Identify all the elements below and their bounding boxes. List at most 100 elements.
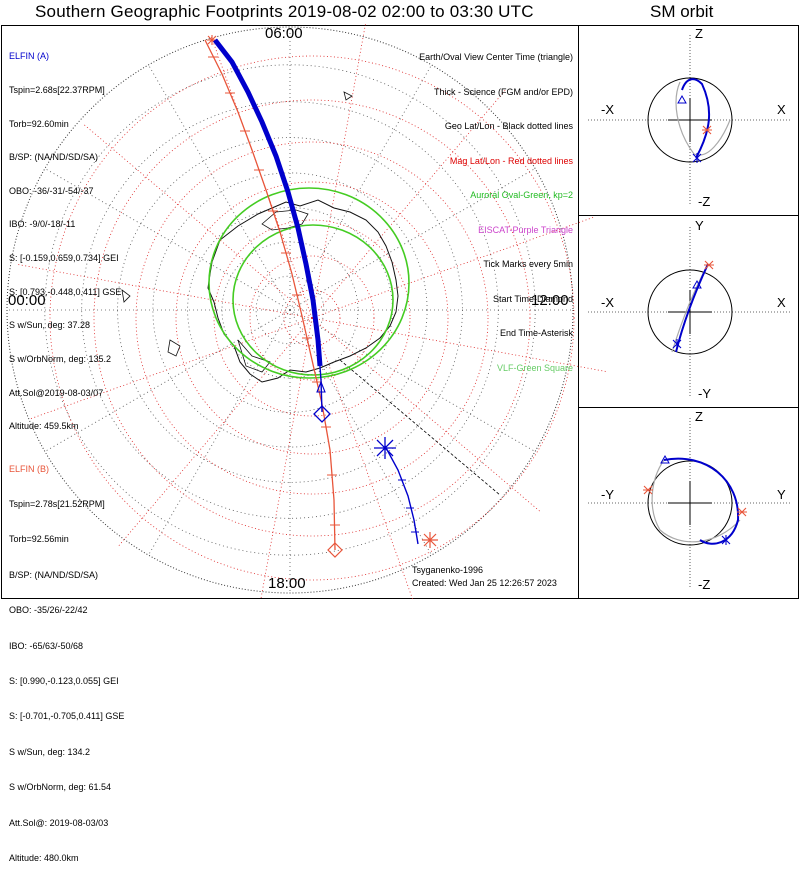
elfin-a-line: IBO: -9/0/-18/-11	[9, 219, 76, 230]
sm2-bottom-label: -Y	[698, 386, 711, 401]
elfin-a-line: B/SP: (NA/ND/SD/SA)	[9, 152, 99, 163]
time-label-right: 12:00	[531, 292, 569, 309]
elfin-b-line: OBO: -35/26/-22/42	[9, 605, 88, 616]
auroral-oval-inner	[232, 224, 394, 376]
elfin-a-line: S: [0.793,-0.448,0.411] GSE	[9, 286, 122, 297]
elfin-a-info: ELFIN (A) Tspin=2.68s[22.37RPM] Torb=92.…	[9, 29, 121, 455]
mag-grid	[16, 22, 608, 600]
sm2-right-label: X	[777, 295, 786, 310]
antarctica-outline	[207, 199, 399, 383]
auroral-oval	[208, 187, 410, 379]
sm-end-asterisk	[737, 507, 747, 517]
elfin-b-line: S w/OrbNorm, deg: 61.54	[9, 782, 112, 793]
geo-lat-circle	[255, 275, 325, 345]
sm-asterisk-a	[672, 339, 682, 349]
legend-entry: End Time-Asterisk	[499, 328, 573, 338]
legend-entry: Mag Lat/Lon - Red dotted lines	[449, 155, 573, 166]
elfin-b-line: S w/Sun, deg: 134.2	[9, 746, 91, 757]
elfin-b-line: Att.Sol@: 2019-08-03/03	[9, 817, 109, 828]
elfin-a-line: S: [-0.159,0.659,0.734] GEI	[9, 253, 119, 264]
sm-center-triangle	[660, 454, 670, 464]
elfin-b-secondary-asterisk	[422, 532, 438, 548]
mag-meridian	[311, 22, 367, 319]
elfin-a-orbit	[663, 457, 740, 545]
mag-lat-circle	[213, 219, 411, 417]
outer-frame	[1, 25, 799, 599]
legend: Earth/Oval View Center Time (triangle) T…	[419, 29, 573, 397]
elfin-b-line: Tspin=2.78s[21.52RPM]	[9, 498, 105, 509]
time-label-top: 06:00	[265, 25, 303, 42]
sm-orbit-title: SM orbit	[650, 2, 714, 21]
elfin-b-line: Altitude: 480.0km	[9, 852, 79, 863]
island-outline	[121, 289, 131, 303]
elfin-a-line: OBO: -36/-31/-54/-37	[9, 185, 94, 196]
mag-lat-circle	[283, 289, 341, 347]
elfin-b-line: Torb=92.56min	[9, 534, 69, 545]
elfin-a-line: Altitude: 459.5km	[9, 421, 79, 432]
sm-center-triangle	[692, 279, 702, 289]
elfin-b-end-asterisk	[207, 35, 217, 45]
panel-frames	[1, 25, 799, 599]
island-outline	[343, 91, 353, 101]
sm1-bottom-label: -Z	[698, 194, 711, 209]
sm1-left-label: -X	[601, 102, 614, 117]
elfin-b-orbit	[651, 459, 741, 543]
sm3-left-label: -Y	[601, 487, 614, 502]
mag-lat-circle	[249, 255, 375, 381]
elfin-a-orbit	[681, 78, 711, 159]
plot-canvas	[1, 22, 799, 600]
elfin-a-line: S w/Sun, deg: 37.28	[9, 320, 91, 331]
sm1-top-label: Z	[695, 26, 703, 41]
ice-shelf-outline	[237, 339, 271, 373]
ice-shelf-outline	[261, 209, 309, 231]
legend-entry: Earth/Oval View Center Time (triangle)	[419, 52, 573, 62]
map-boundary	[6, 26, 574, 594]
elfin-b-track	[204, 39, 336, 551]
footprint-tracks	[204, 35, 438, 558]
elfin-a-science-segment	[213, 38, 323, 367]
sm3-right-label: Y	[777, 487, 786, 502]
elfin-a-name: ELFIN (A)	[9, 51, 50, 62]
earth-circle	[647, 269, 733, 355]
sm2-left-label: -X	[601, 295, 614, 310]
earth-circle	[647, 460, 733, 546]
elfin-b-info: ELFIN (B) Tspin=2.78s[21.52RPM] Torb=92.…	[9, 440, 124, 888]
legend-entry: EISCAT-Purple Triangle	[478, 224, 573, 235]
geo-meridian	[289, 309, 432, 556]
elfin-a-center-triangle	[316, 380, 326, 393]
legend-entry: VLF-Green Square	[496, 362, 573, 373]
footprint-figure: Southern Geographic Footprints 2019-08-0…	[1, 2, 799, 863]
mag-lat-circle	[135, 141, 489, 495]
sm-end-asterisk	[702, 125, 712, 135]
sm1-right-label: X	[777, 102, 786, 117]
elfin-b-orbit	[675, 81, 731, 156]
elfin-a-end-asterisk	[374, 437, 396, 459]
mag-lat-circle	[93, 99, 531, 537]
geo-lat-circle	[152, 172, 428, 448]
elfin-b-line: S: [-0.701,-0.705,0.411] GSE	[9, 711, 125, 722]
elfin-b-name: ELFIN (B)	[9, 463, 50, 474]
elfin-a-orbit	[675, 263, 709, 353]
page-title: Southern Geographic Footprints 2019-08-0…	[35, 2, 534, 21]
elfin-a-line: Att.Sol@2019-08-03/07	[9, 387, 104, 398]
elfin-a-secondary-track	[384, 445, 419, 545]
sm-end-asterisk	[704, 260, 714, 270]
sm-asterisk-a	[692, 153, 702, 163]
sm-orbit-panels	[588, 35, 790, 588]
mag-meridian	[311, 317, 414, 600]
elfin-a-line: Torb=92.60min	[9, 118, 69, 129]
geo-lat-circle	[44, 64, 536, 556]
sm-center-triangle	[677, 94, 687, 104]
sm-asterisk-a	[721, 535, 731, 545]
island-outline	[167, 339, 181, 357]
mag-meridian	[117, 317, 313, 548]
geo-meridian	[148, 309, 291, 556]
legend-entry: Geo Lat/Lon - Black dotted lines	[444, 121, 573, 131]
legend-entry: Start Time-Diamond	[492, 293, 573, 304]
sm-end-asterisk	[643, 485, 653, 495]
elfin-b-line: S: [0.990,-0.123,0.055] GEI	[9, 675, 119, 686]
legend-entry: Thick - Science (FGM and/or EPD)	[433, 86, 573, 97]
footer-created: Created: Wed Jan 25 12:26:57 2023	[412, 578, 557, 588]
elfin-a-start-diamond	[313, 405, 331, 423]
elfin-b-start-diamond	[327, 542, 343, 558]
